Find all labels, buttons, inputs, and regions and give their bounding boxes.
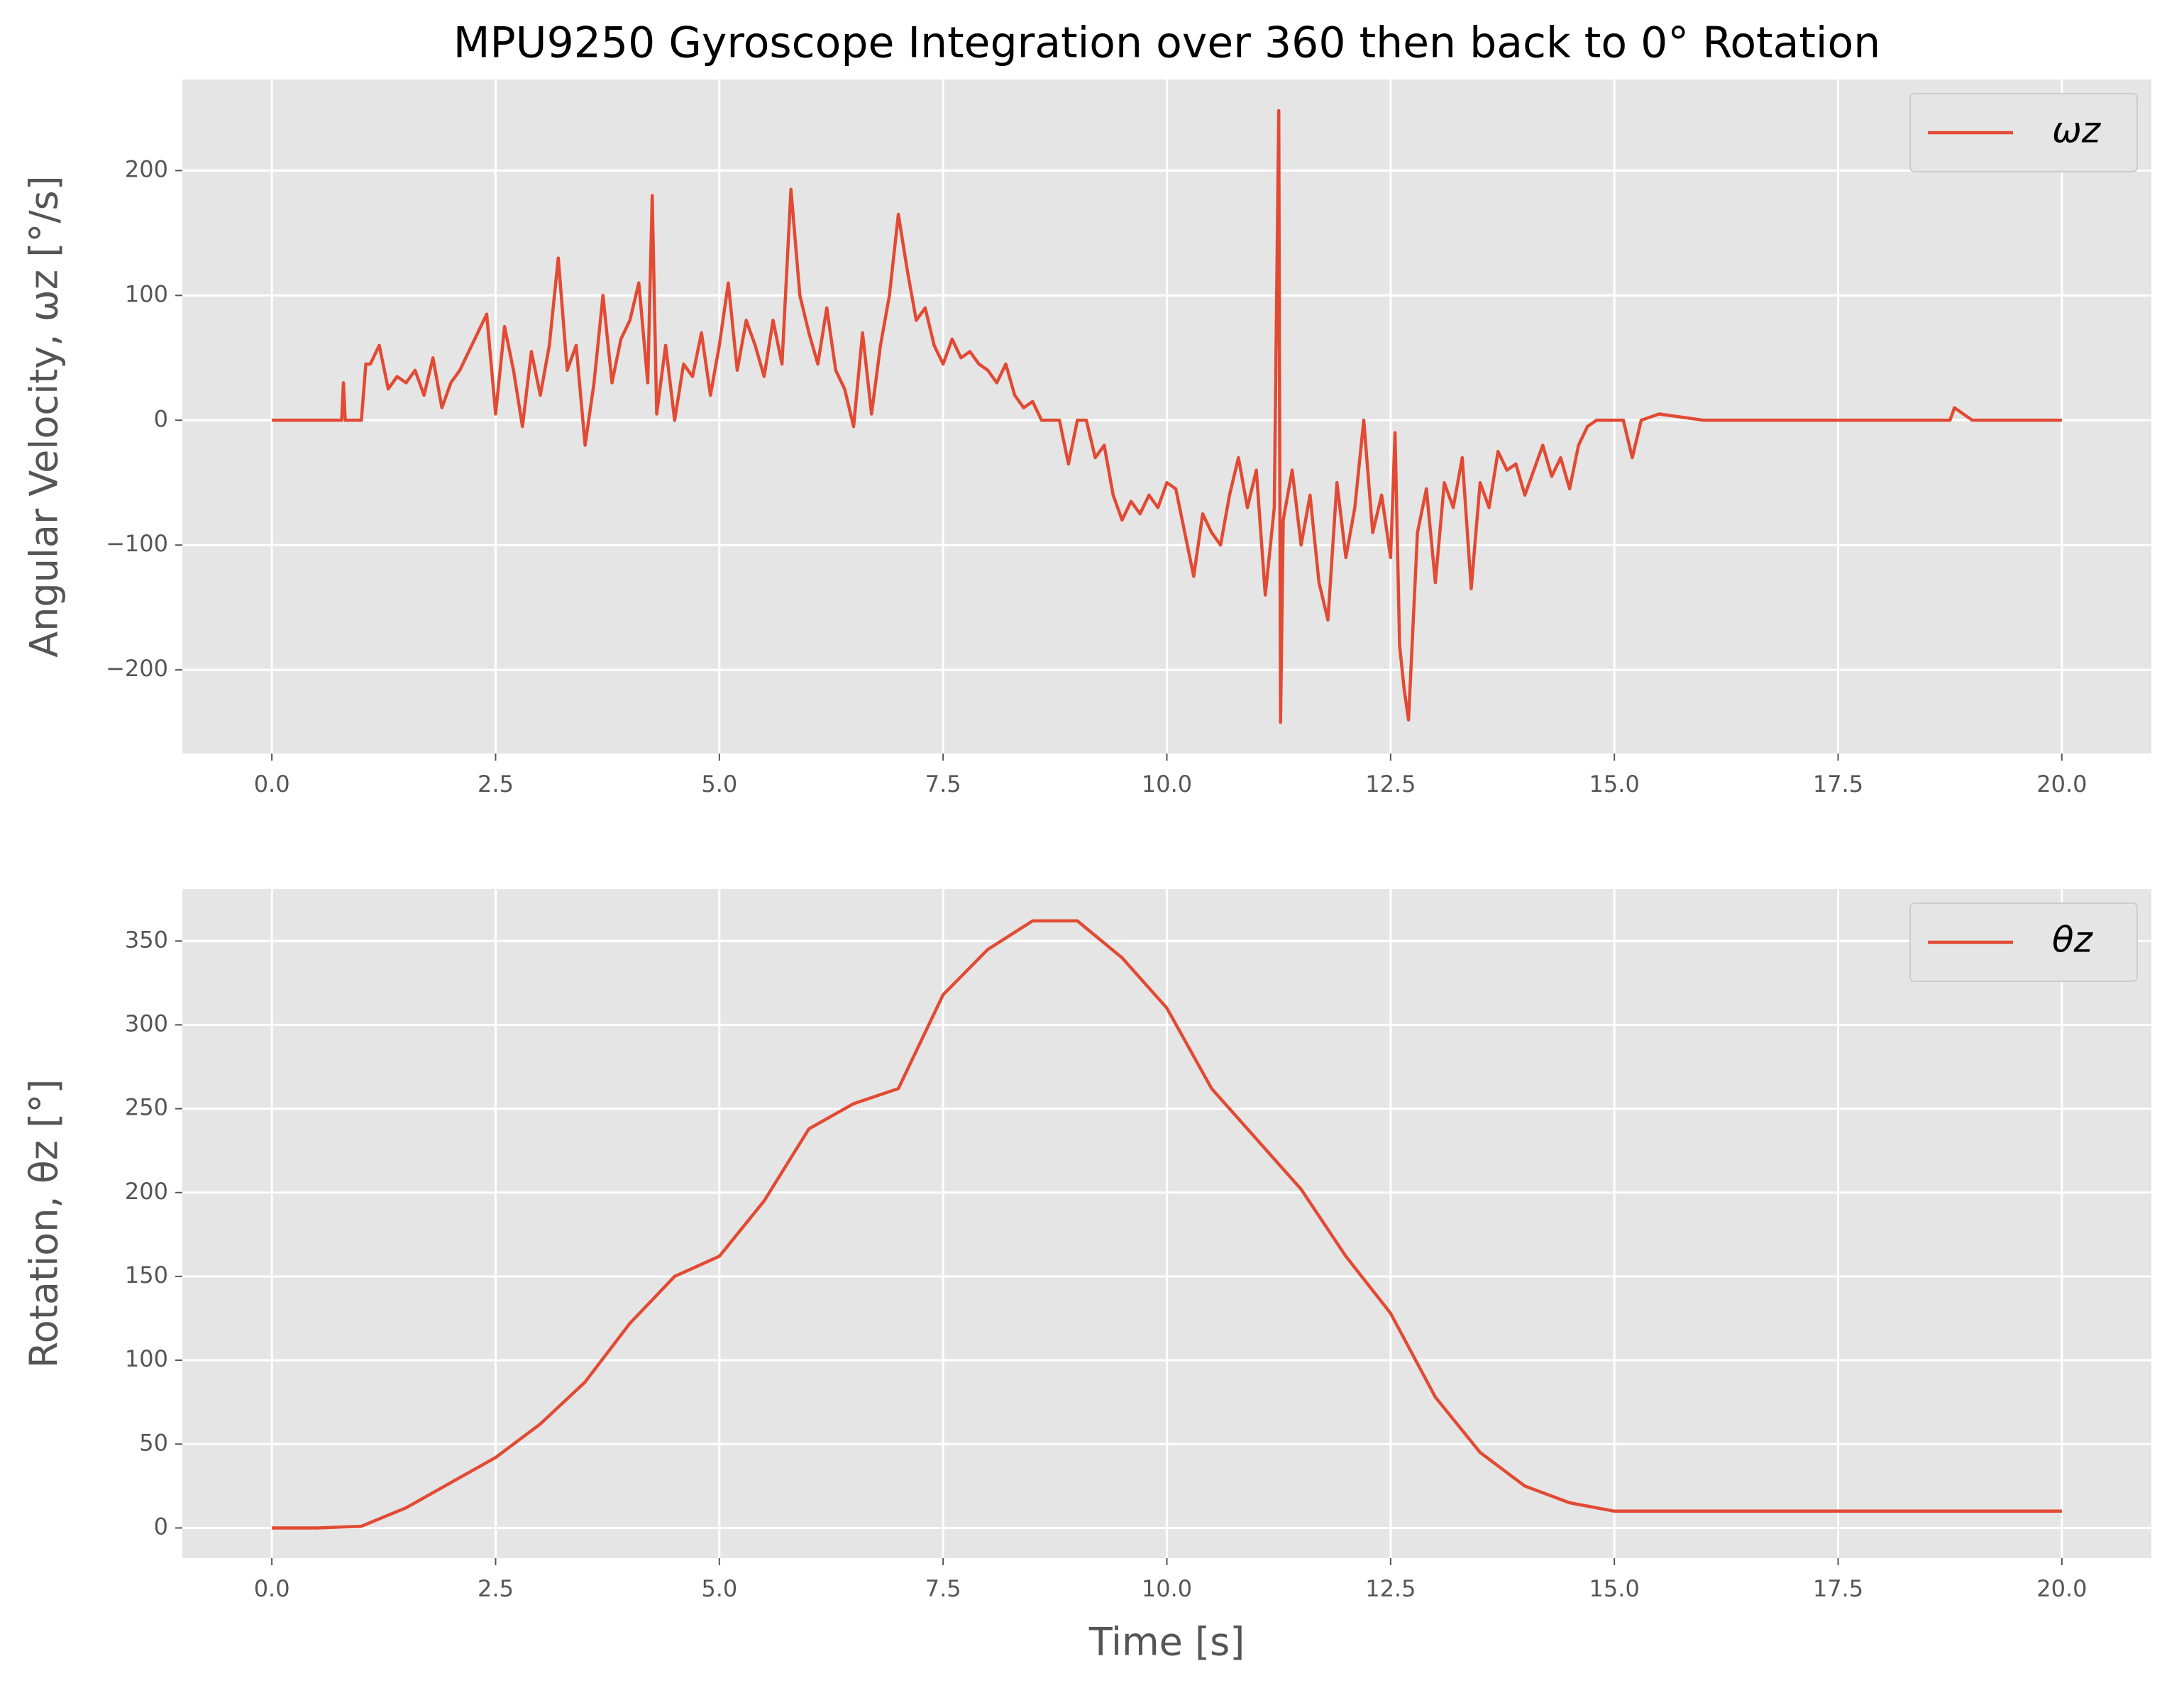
x-tick-label: 7.5 [925, 1575, 961, 1602]
x-tick-label: 7.5 [925, 771, 961, 798]
y-tick-label: −200 [106, 655, 168, 682]
x-tick-label: 17.5 [1813, 771, 1863, 798]
y-tick-label: −100 [106, 530, 168, 557]
legend-box [1909, 93, 2138, 172]
y-tick-label: 50 [139, 1429, 168, 1456]
y-axis-label: Angular Velocity, ωz [°/s] [22, 175, 67, 657]
legend-box [1909, 903, 2138, 982]
x-tick-label: 17.5 [1813, 1575, 1863, 1602]
x-tick-label: 0.0 [254, 1575, 290, 1602]
x-tick-label: 20.0 [2036, 1575, 2087, 1602]
x-tick-label: 10.0 [1142, 771, 1192, 798]
x-tick-label: 12.5 [1365, 771, 1416, 798]
x-axis-label: Time [s] [1088, 1620, 1245, 1665]
x-tick-label: 2.5 [478, 771, 514, 798]
legend-label: ωz [2052, 110, 2102, 151]
y-tick-label: 200 [125, 155, 168, 182]
y-tick-label: 0 [154, 1513, 168, 1540]
data-line [272, 109, 2062, 724]
legend-label: θz [2052, 920, 2094, 961]
y-axis-label: Rotation, θz [°] [22, 1079, 67, 1369]
x-tick-label: 12.5 [1365, 1575, 1416, 1602]
x-tick-label: 5.0 [701, 771, 737, 798]
data-line [272, 919, 2062, 1530]
y-tick-label: 150 [125, 1262, 168, 1289]
y-tick-label: 0 [154, 405, 168, 432]
y-tick-label: 250 [125, 1094, 168, 1121]
y-tick-label: 200 [125, 1178, 168, 1205]
x-tick-label: 20.0 [2036, 771, 2087, 798]
x-tick-label: 15.0 [1589, 1575, 1640, 1602]
y-tick-label: 100 [125, 1345, 168, 1372]
chart-title: MPU9250 Gyroscope Integration over 360 t… [453, 18, 1881, 68]
x-tick-label: 15.0 [1589, 771, 1640, 798]
y-tick-label: 350 [125, 926, 168, 953]
x-tick-label: 0.0 [254, 771, 290, 798]
y-tick-label: 300 [125, 1010, 168, 1037]
x-tick-label: 10.0 [1142, 1575, 1192, 1602]
x-tick-label: 5.0 [701, 1575, 737, 1602]
y-tick-label: 100 [125, 280, 168, 307]
x-tick-label: 2.5 [478, 1575, 514, 1602]
